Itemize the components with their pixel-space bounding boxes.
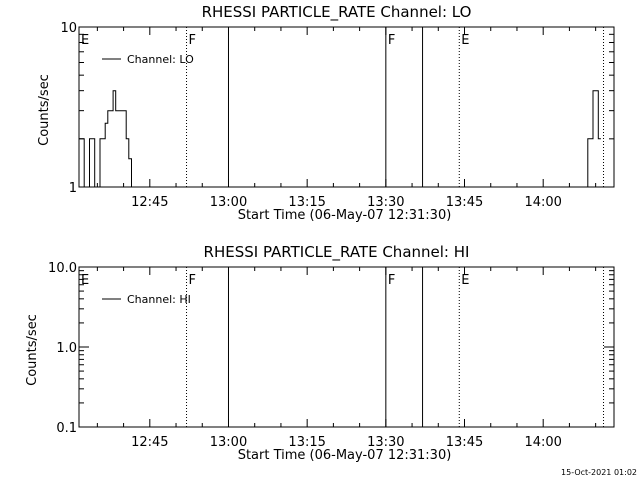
x-tick-label: 12:45 [131, 195, 168, 210]
x-tick-label: 13:30 [367, 435, 404, 450]
event-marker-label: E [461, 33, 469, 48]
x-tick-label: 13:15 [288, 195, 325, 210]
event-marker-label: E [81, 33, 89, 48]
y-tick-label: 0.1 [56, 421, 77, 436]
x-tick-label: 14:00 [524, 435, 561, 450]
event-marker-label: F [388, 273, 395, 288]
x-tick-label: 13:00 [210, 195, 247, 210]
x-tick-label: 12:45 [131, 435, 168, 450]
x-axis-label: Start Time (06-May-07 12:31:30) [238, 448, 452, 463]
x-tick-label: 13:45 [446, 435, 483, 450]
event-marker-label: F [189, 33, 196, 48]
x-tick-label: 13:30 [367, 195, 404, 210]
event-marker-label: E [81, 273, 89, 288]
y-axis-label: Counts/sec [37, 74, 52, 146]
series-line [79, 90, 601, 188]
x-tick-label: 13:00 [210, 435, 247, 450]
footer-timestamp: 15-Oct-2021 01:02 [561, 468, 637, 477]
event-marker-label: F [388, 33, 395, 48]
panel-lo-channel: RHESSI PARTICLE_RATE Channel: LO 12:45 13:… [37, 3, 615, 223]
plot-frame [78, 26, 615, 188]
y-tick-label: 10 [60, 21, 77, 36]
chart-title: RHESSI PARTICLE_RATE Channel: HI [204, 243, 470, 262]
plot-frame [78, 266, 615, 428]
legend: Channel: LO [102, 53, 194, 66]
y-tick-label: 1 [69, 181, 77, 196]
y-tick-label: 10.0 [48, 261, 77, 276]
x-tick-label: 13:45 [446, 195, 483, 210]
panel-hi-channel: RHESSI PARTICLE_RATE Channel: HI 12:45 13:… [25, 243, 615, 463]
x-tick-label: 14:00 [524, 195, 561, 210]
event-marker-label: F [189, 273, 196, 288]
y-axis-label: Counts/sec [25, 314, 40, 386]
x-axis-label: Start Time (06-May-07 12:31:30) [238, 208, 452, 223]
event-marker-label: E [461, 273, 469, 288]
chart-title: RHESSI PARTICLE_RATE Channel: LO [202, 3, 472, 22]
legend-entry: Channel: LO [127, 53, 194, 66]
y-tick-label: 1.0 [56, 341, 77, 356]
x-tick-label: 13:15 [288, 435, 325, 450]
legend: Channel: HI [102, 293, 191, 306]
legend-entry: Channel: HI [127, 293, 191, 306]
